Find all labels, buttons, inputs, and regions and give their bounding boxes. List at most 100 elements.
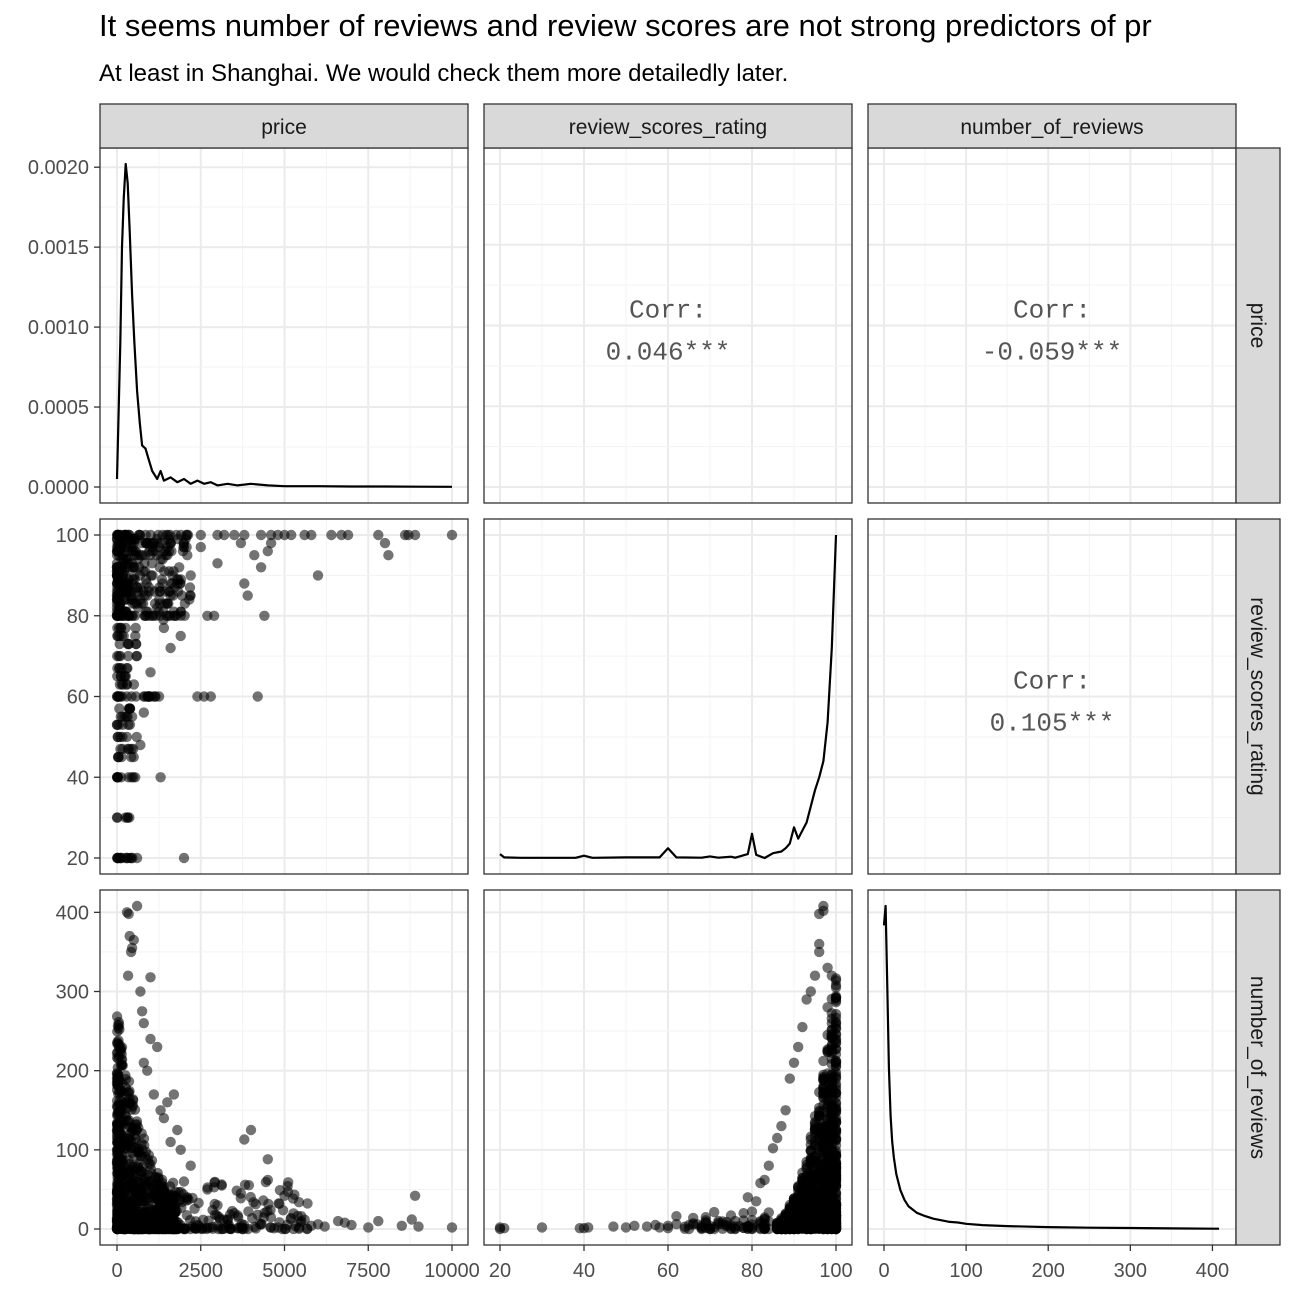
point-price-review_scores_rating — [379, 537, 391, 549]
point-price-number_of_reviews — [138, 1018, 149, 1029]
point-price-review_scores_rating — [255, 529, 267, 541]
corr-label-price-review_scores_rating: Corr: — [629, 296, 707, 326]
point-price-review_scores_rating — [123, 772, 134, 783]
point-price-number_of_reviews — [283, 1177, 294, 1188]
strip-top-number_of_reviews — [867, 103, 1237, 149]
x-tick-label: 60 — [657, 1260, 679, 1282]
point-price-number_of_reviews — [273, 1222, 284, 1233]
point-price-review_scores_rating — [306, 529, 317, 541]
point-price-review_scores_rating — [114, 731, 126, 743]
point-price-review_scores_rating — [115, 852, 126, 864]
point-price-number_of_reviews — [145, 972, 156, 983]
y-tick-label: 60 — [67, 687, 89, 709]
point-price-review_scores_rating — [326, 529, 337, 541]
point-price-number_of_reviews — [245, 1124, 257, 1136]
point-review_scores_rating-number_of_reviews — [826, 1120, 837, 1131]
point-price-review_scores_rating — [259, 610, 270, 621]
point-price-review_scores_rating — [202, 610, 213, 621]
point-price-number_of_reviews — [115, 1142, 127, 1153]
point-price-review_scores_rating — [155, 772, 166, 783]
point-price-review_scores_rating — [135, 739, 146, 751]
point-price-number_of_reviews — [193, 1197, 204, 1209]
point-price-review_scores_rating — [114, 566, 125, 577]
point-review_scores_rating-number_of_reviews — [818, 1055, 829, 1067]
point-price-number_of_reviews — [158, 1113, 170, 1124]
point-review_scores_rating-number_of_reviews — [805, 1131, 816, 1142]
point-price-number_of_reviews — [167, 1177, 179, 1189]
point-price-review_scores_rating — [212, 558, 223, 569]
point-price-review_scores_rating — [373, 529, 384, 541]
point-price-number_of_reviews — [222, 1214, 233, 1225]
point-review_scores_rating-number_of_reviews — [788, 1221, 800, 1232]
point-price-number_of_reviews — [213, 1211, 224, 1223]
point-review_scores_rating-number_of_reviews — [742, 1221, 753, 1232]
point-price-number_of_reviews — [113, 1180, 124, 1192]
point-price-review_scores_rating — [175, 630, 186, 642]
point-price-number_of_reviews — [135, 986, 146, 997]
point-price-number_of_reviews — [185, 1160, 196, 1171]
point-price-review_scores_rating — [121, 691, 132, 702]
point-price-review_scores_rating — [165, 537, 176, 549]
point-price-review_scores_rating — [163, 566, 175, 577]
point-review_scores_rating-number_of_reviews — [772, 1132, 783, 1144]
point-price-number_of_reviews — [243, 1206, 254, 1217]
point-price-review_scores_rating — [120, 812, 131, 823]
point-review_scores_rating-number_of_reviews — [780, 1209, 791, 1221]
point-price-review_scores_rating — [178, 852, 190, 864]
point-price-review_scores_rating — [249, 550, 260, 561]
point-review_scores_rating-number_of_reviews — [780, 1105, 791, 1116]
point-price-review_scores_rating — [120, 546, 131, 557]
point-price-review_scores_rating — [160, 550, 171, 561]
point-review_scores_rating-number_of_reviews — [746, 1206, 758, 1217]
point-price-number_of_reviews — [152, 1041, 163, 1053]
point-price-number_of_reviews — [133, 1223, 145, 1235]
point-price-review_scores_rating — [342, 529, 354, 541]
point-price-review_scores_rating — [383, 550, 394, 561]
point-price-number_of_reviews — [142, 1218, 154, 1230]
point-price-review_scores_rating — [312, 570, 324, 581]
point-price-review_scores_rating — [142, 691, 153, 702]
point-review_scores_rating-number_of_reviews — [830, 992, 842, 1004]
point-review_scores_rating-number_of_reviews — [814, 1155, 825, 1167]
y-tick-label: 400 — [56, 902, 89, 924]
point-price-review_scores_rating — [185, 590, 196, 601]
point-price-number_of_reviews — [319, 1221, 330, 1232]
point-price-review_scores_rating — [121, 606, 132, 617]
point-review_scores_rating-number_of_reviews — [767, 1143, 779, 1154]
point-price-number_of_reviews — [111, 1011, 123, 1022]
point-price-review_scores_rating — [126, 558, 138, 569]
point-price-number_of_reviews — [212, 1220, 223, 1231]
point-price-review_scores_rating — [129, 610, 141, 621]
panel-price-price — [100, 148, 468, 503]
point-price-number_of_reviews — [252, 1209, 263, 1221]
point-price-review_scores_rating — [113, 650, 125, 662]
point-review_scores_rating-number_of_reviews — [751, 1196, 762, 1207]
point-price-review_scores_rating — [141, 578, 152, 589]
point-price-number_of_reviews — [116, 1059, 128, 1071]
strip-label-top-review_scores_rating: review_scores_rating — [569, 116, 767, 139]
y-tick-label: 20 — [67, 848, 89, 870]
point-review_scores_rating-number_of_reviews — [830, 1081, 842, 1092]
panel-review_scores_rating-review_scores_rating — [484, 519, 852, 874]
point-price-number_of_reviews — [112, 1168, 124, 1179]
point-review_scores_rating-number_of_reviews — [742, 1192, 753, 1203]
point-price-number_of_reviews — [176, 1202, 187, 1214]
x-tick-label: 100 — [819, 1260, 852, 1282]
point-price-review_scores_rating — [149, 586, 160, 597]
corr-value-price-number_of_reviews: -0.059*** — [982, 338, 1122, 368]
point-price-review_scores_rating — [111, 594, 123, 605]
x-tick-label: 5000 — [262, 1260, 307, 1282]
x-tick-label: 300 — [1114, 1260, 1147, 1282]
point-price-review_scores_rating — [145, 667, 156, 678]
point-price-review_scores_rating — [286, 529, 297, 541]
point-price-number_of_reviews — [157, 1196, 169, 1208]
point-price-review_scores_rating — [151, 550, 162, 561]
point-price-number_of_reviews — [332, 1215, 344, 1227]
point-price-number_of_reviews — [239, 1134, 250, 1145]
point-review_scores_rating-number_of_reviews — [814, 946, 825, 958]
density-curve-number_of_reviews — [882, 904, 1219, 1230]
point-price-number_of_reviews — [363, 1222, 374, 1233]
point-price-review_scores_rating — [111, 533, 123, 545]
point-price-review_scores_rating — [130, 546, 142, 557]
